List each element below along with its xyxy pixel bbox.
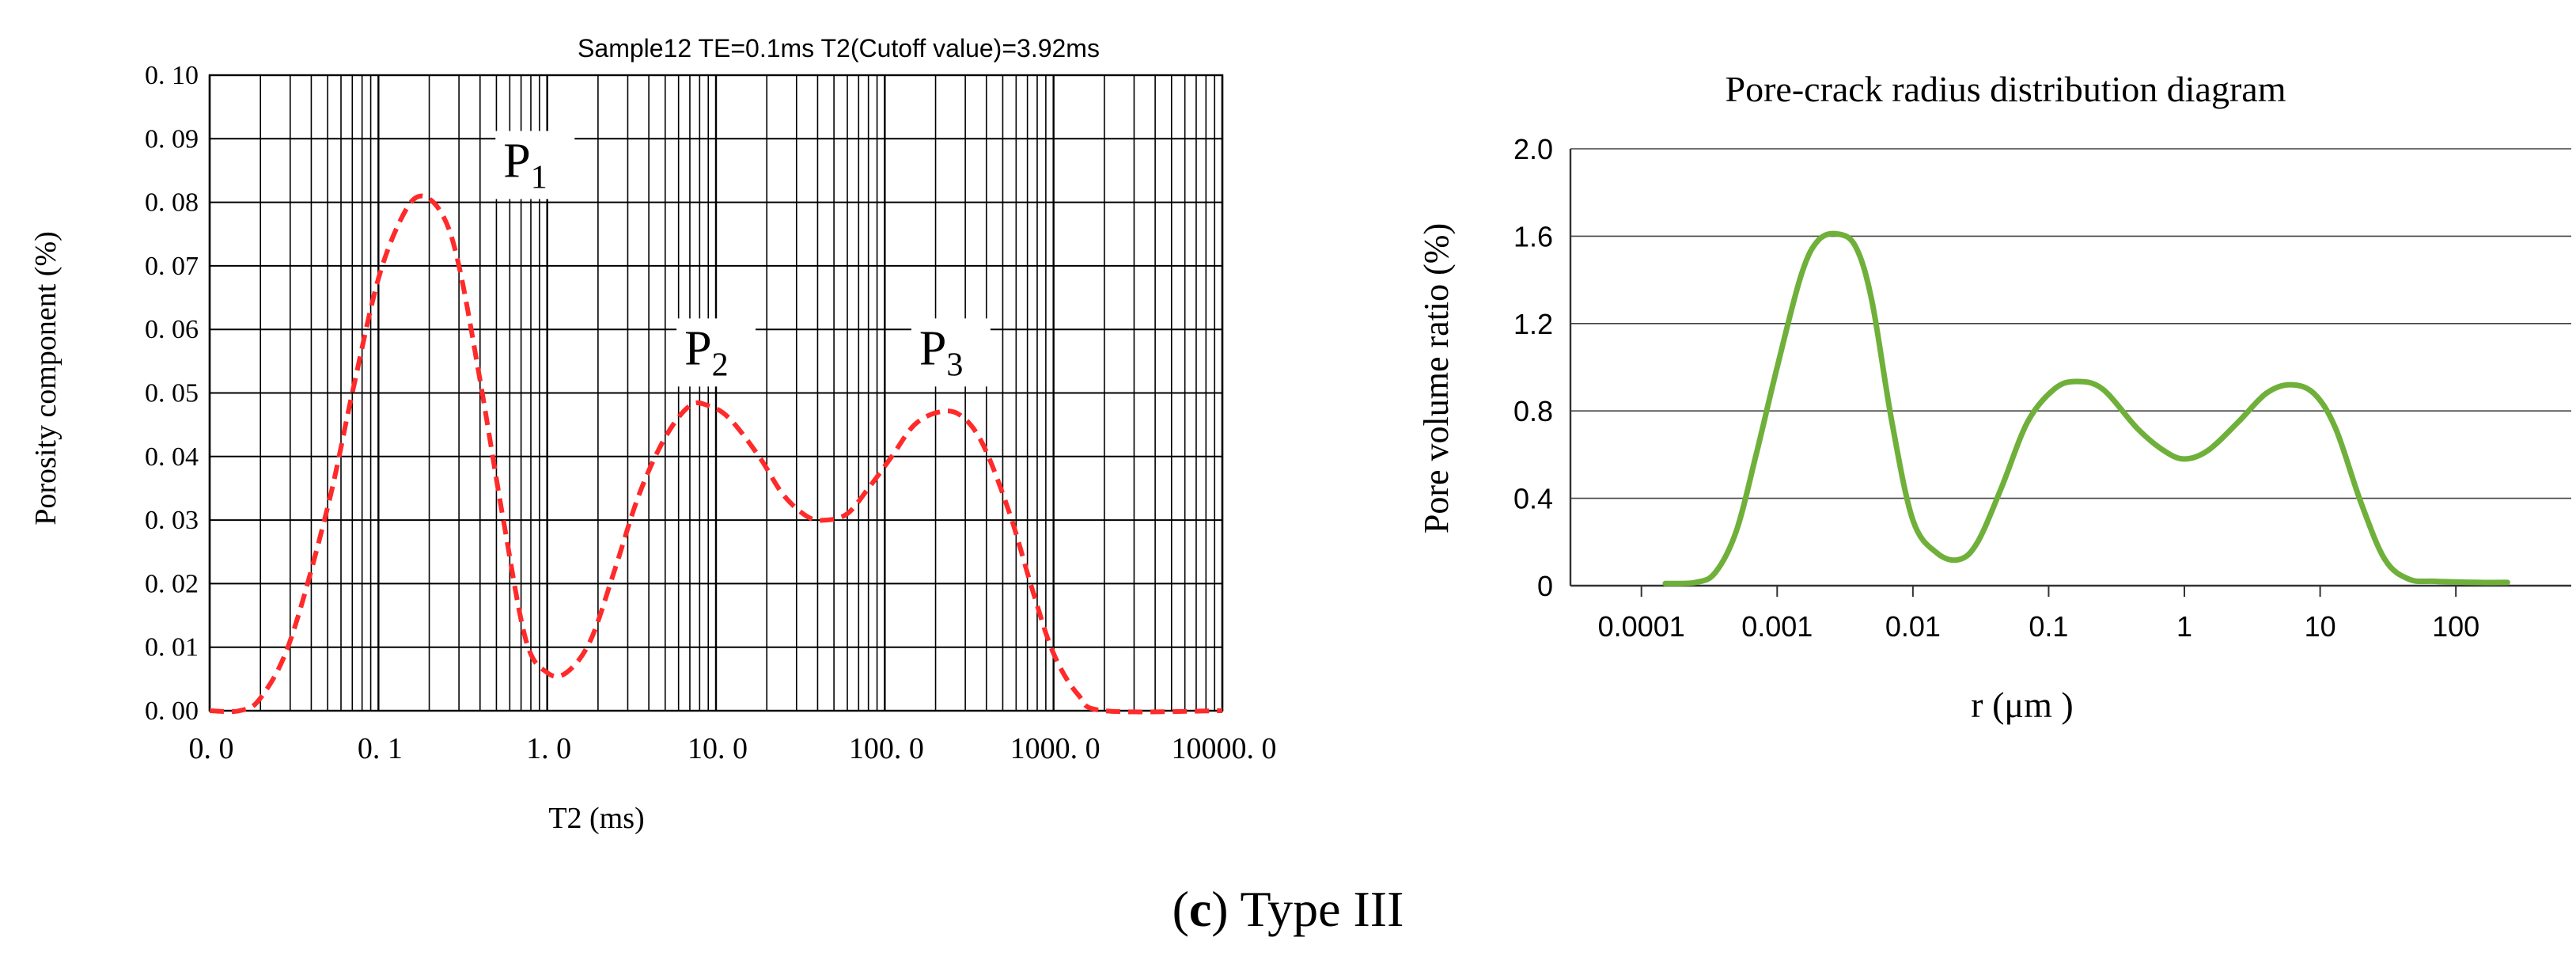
- left-y-tick-label: 0. 07: [145, 252, 199, 281]
- right-chart-gridlines: [1569, 148, 2571, 597]
- caption-letter: c: [1188, 881, 1212, 937]
- right-x-tick-label: 0.1: [2029, 610, 2068, 643]
- left-plot-frame: [208, 74, 1224, 712]
- left-x-tick-label: 10. 0: [688, 732, 748, 765]
- right-y-tick-label: 1.2: [1513, 308, 1553, 340]
- right-x-tick-label: 0.01: [1885, 610, 1941, 643]
- left-chart-peak-annotations: P1 P2 P3: [495, 131, 991, 387]
- left-y-tick-label: 0. 01: [145, 633, 199, 662]
- left-y-tick-label: 0. 09: [145, 124, 199, 154]
- left-x-tick-label: 1. 0: [526, 732, 571, 765]
- right-chart-x-axis-label: r (μm ): [1971, 685, 2073, 725]
- right-y-tick-label: 0.8: [1513, 395, 1553, 427]
- right-y-tick-label: 0.4: [1513, 483, 1553, 515]
- right-y-tick-label: 2.0: [1513, 133, 1553, 165]
- right-chart-x-tick-labels: 0.0001 0.001 0.01 0.1 1 10 100: [1598, 610, 2480, 643]
- peak-label-backdrop: [911, 318, 991, 387]
- left-chart-title: Sample12 TE=0.1ms T2(Cutoff value)=3.92m…: [578, 34, 1100, 63]
- left-x-tick-label: 1000. 0: [1010, 732, 1100, 765]
- right-y-tick-label: 1.6: [1513, 220, 1553, 252]
- left-y-tick-label: 0. 03: [145, 506, 199, 535]
- right-x-tick-label: 0.0001: [1598, 610, 1685, 643]
- right-x-tick-label: 0.001: [1741, 610, 1813, 643]
- left-y-tick-label: 0. 10: [145, 61, 199, 90]
- right-series-line: [1662, 230, 2510, 586]
- right-chart: Pore-crack radius distribution diagram 0…: [1417, 69, 2571, 725]
- figure-caption: (c) Type III: [1172, 881, 1404, 937]
- left-x-tick-label: 0. 0: [189, 732, 234, 765]
- left-chart: Sample12 TE=0.1ms T2(Cutoff value)=3.92m…: [29, 34, 1277, 835]
- right-y-tick-label: 0: [1537, 570, 1553, 602]
- left-y-tick-label: 0. 06: [145, 315, 199, 344]
- left-chart-gridlines: [208, 74, 1224, 712]
- left-chart-x-tick-labels: 0. 0 0. 1 1. 0 10. 0 100. 0 1000. 0 10000. 0: [189, 732, 1277, 765]
- left-chart-y-tick-labels: 0. 00 0. 01 0. 02 0. 03 0. 04 0. 05 0. 06 0. 07…: [145, 61, 199, 726]
- right-chart-title: Pore-crack radius distribution diagram: [1726, 69, 2286, 109]
- right-chart-y-tick-labels: 0 0.4 0.8 1.2 1.6 2.0: [1513, 133, 1553, 602]
- left-y-tick-label: 0. 02: [145, 569, 199, 598]
- left-x-tick-label: 100. 0: [849, 732, 924, 765]
- left-chart-y-axis-label: Porosity component (%): [29, 231, 63, 526]
- peak-label: P1: [503, 134, 547, 195]
- left-x-tick-label: 10000. 0: [1172, 732, 1277, 765]
- right-chart-series: [1662, 230, 2510, 586]
- right-x-tick-label: 1: [2176, 610, 2192, 643]
- left-y-tick-label: 0. 00: [145, 696, 199, 726]
- peak-label-backdrop: [495, 131, 575, 199]
- right-x-tick-label: 10: [2305, 610, 2336, 643]
- left-y-tick-label: 0. 04: [145, 442, 199, 472]
- left-chart-series: [209, 193, 1223, 715]
- right-chart-y-axis-label: Pore volume ratio (%): [1417, 223, 1456, 533]
- caption-text: Type III: [1240, 881, 1404, 937]
- left-chart-x-axis-label: T2 (ms): [548, 802, 644, 835]
- peak-label: P2: [684, 321, 728, 383]
- peak-label-backdrop: [676, 318, 756, 387]
- right-x-tick-label: 100: [2432, 610, 2479, 643]
- left-y-tick-label: 0. 08: [145, 188, 199, 218]
- left-y-tick-label: 0. 05: [145, 379, 199, 408]
- peak-label: P3: [919, 321, 963, 383]
- left-x-tick-label: 0. 1: [358, 732, 403, 765]
- left-series-line: [209, 193, 1223, 715]
